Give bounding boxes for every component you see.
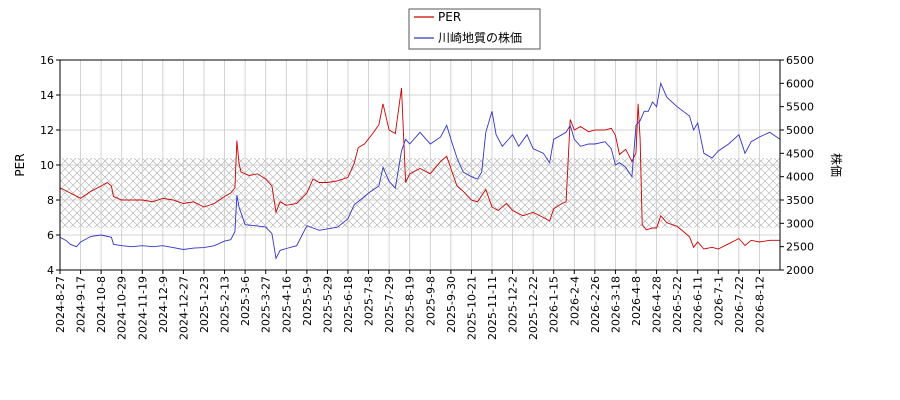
x-tick-label: 2026-2-4	[568, 276, 581, 326]
x-tick-label: 2025-3-27	[260, 276, 273, 333]
x-tick-label: 2024-10-8	[95, 276, 108, 333]
y-tick-label: 6	[47, 229, 54, 242]
x-tick-label: 2025-8-19	[404, 276, 417, 333]
x-tick-label: 2024-11-19	[136, 276, 149, 340]
x-tick-label: 2025-2-13	[219, 276, 232, 333]
y2-tick-label: 3500	[786, 194, 814, 207]
plot-area: 4 6 8 10 12 14 16 2000 2500 3000 3500 4000 4500 5000 5…	[40, 54, 814, 340]
y-tick-label: 12	[40, 124, 54, 137]
x-tick-label: 2025-1-23	[198, 276, 211, 333]
y2-tick-label: 6000	[786, 77, 814, 90]
legend-label-per: PER	[438, 10, 461, 24]
x-tick-label: 2025-5-9	[301, 276, 314, 326]
legend-label-stock-price: 川崎地質の株価	[438, 30, 522, 45]
per-range-band	[60, 158, 780, 228]
x-tick-label: 2025-11-11	[486, 276, 499, 340]
x-tick-label: 2024-12-9	[157, 276, 170, 333]
y-tick-label: 14	[40, 89, 54, 102]
y2-tick-label: 2500	[786, 241, 814, 254]
series-line-per	[60, 87, 780, 250]
series-line-stock-price	[60, 81, 780, 260]
x-tick-label: 2026-4-8	[630, 276, 643, 326]
x-tick-label: 2024-12-27	[177, 276, 190, 340]
x-tick-label: 2026-7-22	[733, 276, 746, 333]
y-tick-label: 16	[40, 54, 54, 67]
x-tick-label: 2025-9-30	[445, 276, 458, 333]
x-tick-label: 2025-10-21	[465, 276, 478, 340]
chart-legend: PER 川崎地質の株価	[408, 8, 541, 50]
x-tick-label: 2026-7-1	[712, 276, 725, 326]
x-tick-label: 2025-7-8	[363, 276, 376, 326]
x-tick-label: 2026-1-15	[548, 276, 561, 333]
x-tick-label: 2025-12-2	[507, 276, 520, 333]
x-tick-label: 2026-6-11	[692, 276, 705, 333]
y2-axis-label: 株価	[829, 153, 844, 177]
y-tick-label: 4	[47, 264, 54, 277]
x-tick-label: 2025-9-8	[424, 276, 437, 326]
y2-tick-label: 5500	[786, 101, 814, 114]
x-tick-label: 2025-12-22	[527, 276, 540, 340]
x-tick-label: 2026-2-26	[589, 276, 602, 333]
x-tick-label: 2024-10-29	[116, 276, 129, 340]
y2-tick-label: 6500	[786, 54, 814, 67]
x-tick-label: 2025-7-29	[383, 276, 396, 333]
x-tick-label: 2024-9-17	[75, 276, 88, 333]
x-tick-label: 2025-4-16	[280, 276, 293, 333]
y2-tick-label: 5000	[786, 124, 814, 137]
y-tick-label: 8	[47, 194, 54, 207]
x-tick-label: 2026-3-18	[609, 276, 622, 333]
y-axis-label: PER	[13, 153, 27, 176]
y2-tick-label: 2000	[786, 264, 814, 277]
y2-tick-label: 4500	[786, 147, 814, 160]
x-tick-label: 2025-3-6	[239, 276, 252, 326]
y-tick-label: 10	[40, 159, 54, 172]
x-tick-label: 2025-5-29	[321, 276, 334, 333]
x-tick-label: 2026-4-28	[651, 276, 664, 333]
x-tick-label: 2024-8-27	[54, 276, 67, 333]
y2-tick-label: 4000	[786, 171, 814, 184]
x-tick-label: 2026-5-22	[671, 276, 684, 333]
x-tick-label: 2025-6-18	[342, 276, 355, 333]
y2-tick-label: 3000	[786, 217, 814, 230]
x-tick-label: 2026-8-12	[753, 276, 766, 333]
